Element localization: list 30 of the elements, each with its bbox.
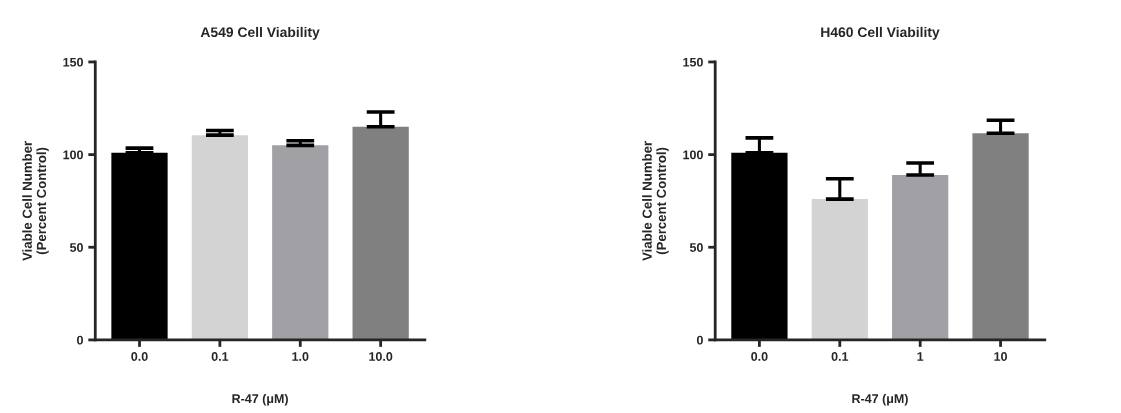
bar <box>111 152 168 340</box>
chart-title: A549 Cell Viability <box>200 26 320 40</box>
y-tick-label: 50 <box>689 243 703 252</box>
bar <box>811 199 868 340</box>
x-tick-label: 10.0 <box>369 352 393 361</box>
y-tick-label: 150 <box>683 57 703 67</box>
y-axis-title: Viable Cell Number (Percent Control) <box>642 141 669 261</box>
y-tick-label: 0 <box>696 335 703 345</box>
x-tick-label: 0.1 <box>211 352 229 361</box>
x-axis-title: R-47 (μM) <box>852 393 908 406</box>
x-tick-label: 1.0 <box>292 352 309 361</box>
x-tick-label: 0.0 <box>131 352 148 361</box>
y-tick-label: 50 <box>69 243 83 252</box>
x-tick-label: 0.1 <box>831 352 849 361</box>
y-tick-label: 0 <box>77 335 83 345</box>
x-tick-label: 1 <box>917 352 924 361</box>
bar <box>191 135 249 340</box>
x-tick-label: 10 <box>994 352 1007 361</box>
bar <box>352 126 409 340</box>
y-tick-label: 100 <box>683 150 703 160</box>
x-axis-title: R-47 (μM) <box>232 393 288 406</box>
x-tick-label: 0.0 <box>751 352 768 361</box>
bar <box>972 133 1029 340</box>
y-tick-label: 100 <box>63 150 83 160</box>
chart-title: H460 Cell Viability <box>821 26 940 40</box>
bar <box>272 145 329 340</box>
y-tick-label: 150 <box>63 57 83 67</box>
bar <box>892 174 949 340</box>
bar <box>731 152 788 340</box>
y-axis-title: Viable Cell Number (Percent Control) <box>22 141 49 261</box>
